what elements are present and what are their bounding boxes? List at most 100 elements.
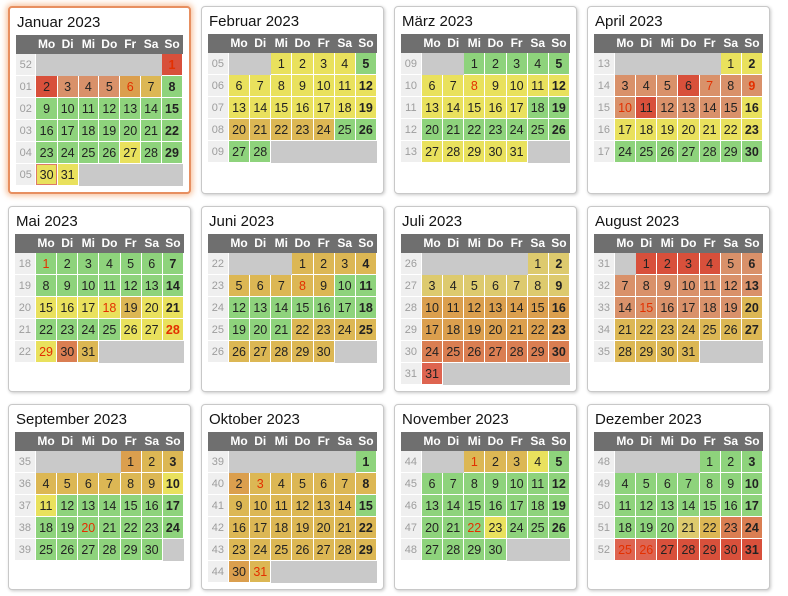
day-cell[interactable]: 4 <box>355 253 377 275</box>
day-cell[interactable]: 21 <box>99 517 121 539</box>
day-cell[interactable]: 17 <box>421 319 444 341</box>
day-cell[interactable]: 7 <box>443 75 465 97</box>
day-cell[interactable]: 27 <box>78 539 100 561</box>
day-cell[interactable]: 7 <box>699 75 721 97</box>
day-cell[interactable]: 2 <box>548 253 570 275</box>
day-cell[interactable]: 6 <box>78 473 100 495</box>
day-cell[interactable]: 20 <box>657 517 679 539</box>
day-cell[interactable]: 10 <box>678 275 700 297</box>
day-cell[interactable]: 5 <box>57 473 79 495</box>
day-cell[interactable]: 16 <box>720 495 742 517</box>
day-cell[interactable]: 26 <box>720 319 742 341</box>
day-cell[interactable]: 20 <box>120 120 142 142</box>
day-cell[interactable]: 10 <box>334 275 356 297</box>
day-cell[interactable]: 8 <box>355 473 377 495</box>
day-cell[interactable]: 28 <box>334 539 356 561</box>
day-cell[interactable]: 3 <box>313 53 335 75</box>
day-cell[interactable]: 5 <box>636 473 658 495</box>
day-cell[interactable]: 29 <box>720 141 742 163</box>
day-cell[interactable]: 23 <box>228 539 251 561</box>
day-cell[interactable]: 24 <box>313 119 335 141</box>
day-cell[interactable]: 21 <box>250 119 272 141</box>
day-cell[interactable]: 1 <box>699 451 721 473</box>
day-cell[interactable]: 6 <box>657 473 679 495</box>
day-cell[interactable]: 13 <box>228 97 251 119</box>
day-cell[interactable]: 30 <box>485 141 507 163</box>
day-cell[interactable]: 16 <box>485 97 507 119</box>
day-cell[interactable]: 16 <box>57 297 79 319</box>
day-cell[interactable]: 3 <box>421 275 444 297</box>
day-cell[interactable]: 31 <box>57 164 79 186</box>
day-cell[interactable]: 8 <box>292 275 314 297</box>
day-cell[interactable]: 4 <box>271 473 293 495</box>
day-cell[interactable]: 22 <box>120 517 142 539</box>
day-cell[interactable]: 7 <box>141 76 162 98</box>
day-cell[interactable]: 25 <box>355 319 377 341</box>
day-cell[interactable]: 16 <box>485 495 507 517</box>
day-cell[interactable]: 31 <box>678 341 700 363</box>
day-cell[interactable]: 10 <box>250 495 272 517</box>
day-cell[interactable]: 18 <box>334 97 356 119</box>
day-cell[interactable]: 22 <box>161 120 183 142</box>
day-cell[interactable]: 14 <box>614 297 637 319</box>
day-cell[interactable]: 1 <box>720 53 742 75</box>
day-cell[interactable]: 16 <box>657 297 679 319</box>
day-cell[interactable]: 18 <box>78 120 100 142</box>
day-cell[interactable]: 30 <box>720 539 742 561</box>
day-cell[interactable]: 18 <box>99 297 121 319</box>
day-cell[interactable]: 2 <box>57 253 79 275</box>
day-cell[interactable]: 19 <box>355 97 377 119</box>
day-cell[interactable]: 2 <box>292 53 314 75</box>
day-cell[interactable]: 9 <box>720 473 742 495</box>
day-cell[interactable]: 12 <box>636 495 658 517</box>
day-cell[interactable]: 27 <box>250 341 272 363</box>
day-cell[interactable]: 24 <box>614 141 637 163</box>
day-cell[interactable]: 18 <box>699 297 721 319</box>
day-cell[interactable]: 3 <box>506 53 528 75</box>
day-cell[interactable]: 27 <box>678 141 700 163</box>
day-cell[interactable]: 28 <box>614 341 637 363</box>
day-cell[interactable]: 28 <box>162 319 184 341</box>
day-cell[interactable]: 23 <box>313 319 335 341</box>
day-cell[interactable]: 6 <box>120 76 142 98</box>
day-cell[interactable]: 21 <box>699 119 721 141</box>
day-cell[interactable]: 17 <box>741 495 763 517</box>
day-cell[interactable]: 13 <box>78 495 100 517</box>
day-cell[interactable]: 17 <box>250 517 272 539</box>
day-cell[interactable]: 28 <box>271 341 293 363</box>
day-cell[interactable]: 7 <box>162 253 184 275</box>
day-cell[interactable]: 11 <box>636 97 658 119</box>
day-cell[interactable]: 7 <box>506 275 528 297</box>
day-cell[interactable]: 5 <box>548 53 570 75</box>
day-cell[interactable]: 13 <box>741 275 763 297</box>
day-cell[interactable]: 1 <box>120 451 142 473</box>
day-cell[interactable]: 28 <box>141 142 162 164</box>
day-cell[interactable]: 14 <box>162 275 184 297</box>
day-cell[interactable]: 11 <box>443 297 465 319</box>
day-cell[interactable]: 3 <box>57 76 79 98</box>
day-cell[interactable]: 15 <box>35 297 58 319</box>
day-cell[interactable]: 18 <box>35 517 58 539</box>
day-cell[interactable]: 26 <box>355 119 377 141</box>
day-cell[interactable]: 11 <box>527 75 549 97</box>
day-cell[interactable]: 14 <box>334 495 356 517</box>
day-cell[interactable]: 13 <box>421 495 444 517</box>
day-cell[interactable]: 1 <box>464 451 486 473</box>
day-cell[interactable]: 20 <box>141 297 163 319</box>
day-cell[interactable]: 14 <box>506 297 528 319</box>
day-cell[interactable]: 7 <box>99 473 121 495</box>
day-cell[interactable]: 8 <box>464 75 486 97</box>
day-cell[interactable]: 24 <box>421 341 444 363</box>
day-cell[interactable]: 12 <box>99 98 121 120</box>
day-cell[interactable]: 25 <box>527 517 549 539</box>
day-cell[interactable]: 5 <box>120 253 142 275</box>
day-cell[interactable]: 31 <box>421 363 444 385</box>
day-cell[interactable]: 17 <box>313 97 335 119</box>
day-cell[interactable]: 8 <box>35 275 58 297</box>
day-cell[interactable]: 9 <box>141 473 163 495</box>
day-cell[interactable]: 26 <box>548 119 570 141</box>
day-cell[interactable]: 8 <box>636 275 658 297</box>
day-cell[interactable]: 18 <box>527 495 549 517</box>
day-cell[interactable]: 24 <box>57 142 79 164</box>
day-cell[interactable]: 19 <box>57 517 79 539</box>
